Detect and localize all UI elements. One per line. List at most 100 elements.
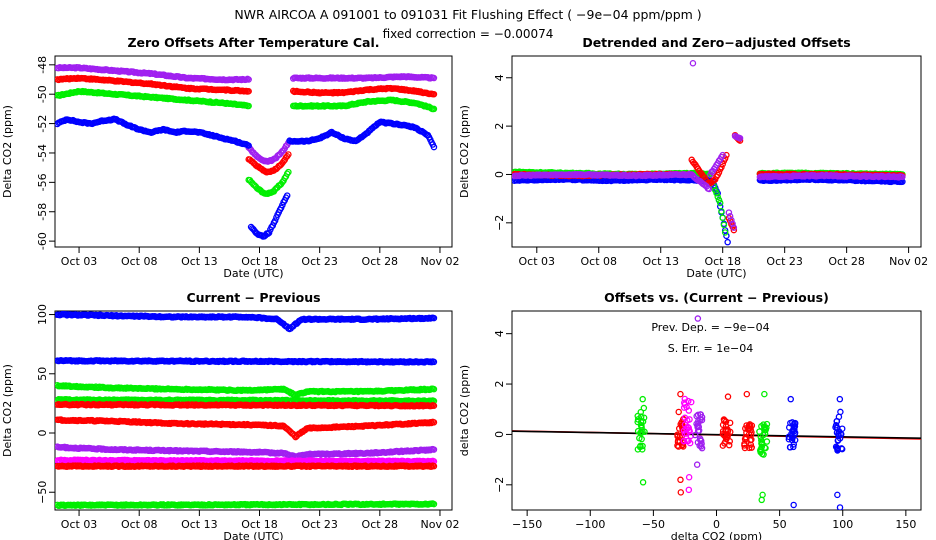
series-red-high	[55, 416, 438, 441]
plot-title: Zero Offsets After Temperature Cal.	[127, 35, 379, 50]
x-tick-label: Oct 03	[61, 518, 98, 531]
data-point	[736, 134, 744, 142]
data-point	[430, 90, 438, 98]
data-point	[271, 217, 279, 224]
series-red-mid	[55, 400, 438, 410]
y-axis-label: Delta CO2 (ppm)	[1, 105, 14, 198]
series-blue-high	[55, 311, 438, 333]
data-point	[430, 446, 438, 453]
x-tick-label: Oct 18	[241, 255, 278, 268]
data-point	[723, 232, 730, 240]
plot-marks	[55, 311, 438, 510]
y-tick-label: 0	[36, 430, 49, 437]
plot-marks	[55, 63, 438, 240]
y-tick-label: −50	[36, 481, 49, 504]
data-point	[430, 402, 438, 410]
data-point	[715, 169, 723, 176]
y-axis-label: Delta CO2 (ppm)	[1, 364, 14, 457]
y-tick-label: 2	[493, 123, 506, 130]
data-point	[245, 142, 252, 149]
x-tick-label: Nov 02	[420, 255, 459, 268]
y-axis-label: Delta CO2 (ppm)	[458, 105, 471, 198]
y-tick-label: 50	[36, 367, 49, 381]
y-tick-label: -48	[36, 56, 49, 74]
data-point	[724, 238, 731, 246]
plot-title: Current − Previous	[186, 290, 320, 305]
x-tick-label: Oct 28	[362, 518, 399, 531]
figure-title: NWR AIRCOA A 091001 to 091031 Fit Flushi…	[234, 7, 701, 22]
data-point	[728, 216, 735, 224]
data-point	[245, 88, 252, 95]
x-tick-label: Oct 08	[580, 255, 617, 268]
data-point	[718, 207, 725, 215]
x-tick-label: Oct 13	[181, 255, 218, 268]
series-green	[55, 87, 438, 197]
series-green-high	[55, 381, 438, 399]
data-point	[714, 193, 721, 201]
plot-title: Detrended and Zero−adjusted Offsets	[582, 35, 850, 50]
x-tick-label: Nov 02	[420, 518, 459, 531]
data-point	[721, 229, 729, 236]
data-point	[730, 224, 738, 231]
data-point	[705, 185, 713, 193]
data-point	[430, 105, 438, 113]
y-tick-label: 100	[36, 304, 49, 325]
data-point	[720, 221, 728, 229]
y-tick-label: -56	[36, 173, 49, 191]
x-axis-label: Date (UTC)	[686, 267, 746, 280]
series-red	[55, 74, 438, 176]
figure-subtitle: fixed correction = −0.00074	[383, 27, 554, 41]
series-purple	[55, 63, 438, 165]
plot-zero: Zero Offsets After Temperature Cal. Oct 0…	[1, 35, 459, 280]
data-point	[725, 209, 733, 216]
x-tick-label: Oct 13	[642, 255, 679, 268]
x-tick-label: Oct 23	[766, 255, 803, 268]
plot-frame	[54, 310, 453, 511]
data-point	[285, 151, 292, 158]
x-tick-label: Oct 08	[121, 255, 158, 268]
x-tick-label: Oct 13	[181, 518, 218, 531]
plot-current: Current − Previous Oct 03 Oct 08 Oct 13 Oct …	[1, 290, 459, 540]
plot-frame	[54, 55, 453, 248]
data-point	[245, 102, 252, 110]
y-tick-label: -52	[36, 115, 49, 133]
y-tick-label: 0	[493, 171, 506, 178]
y-tick-label: -54	[36, 144, 49, 162]
data-point	[430, 143, 438, 151]
x-tick-label: Oct 28	[362, 255, 399, 268]
data-point	[729, 220, 736, 228]
data-point	[715, 196, 723, 204]
data-point	[430, 419, 438, 426]
x-tick-label: Oct 18	[704, 255, 741, 268]
data-point	[283, 192, 291, 199]
y-tick-label: −2	[493, 215, 506, 231]
x-tick-label: Oct 03	[519, 255, 556, 268]
data-point	[899, 173, 906, 181]
data-point	[729, 223, 736, 230]
data-point	[726, 213, 734, 220]
y-tick-label: 4	[493, 74, 506, 81]
x-tick-label: Oct 18	[241, 518, 278, 531]
plot-grid: Zero Offsets After Temperature Cal. Oct 0…	[1, 35, 928, 540]
data-point	[430, 385, 438, 393]
data-point	[265, 229, 273, 237]
plot-marks	[512, 60, 906, 246]
data-point	[716, 199, 724, 207]
data-point	[713, 189, 720, 197]
series-blue	[55, 115, 438, 240]
series-purple-low	[55, 443, 438, 460]
series-blue-mid	[55, 357, 438, 366]
data-point	[430, 358, 438, 366]
data-point	[285, 168, 292, 176]
x-axis-label: Date (UTC)	[223, 530, 283, 540]
x-tick-label: Oct 08	[121, 518, 158, 531]
x-tick-label: Oct 03	[61, 255, 98, 268]
data-point	[730, 226, 738, 234]
x-tick-label: Nov 02	[889, 255, 928, 268]
plot-detrended: Detrended and Zero−adjusted Offsets Oct 0…	[458, 35, 928, 280]
data-point	[245, 76, 252, 83]
plot-frame	[511, 55, 922, 248]
data-point	[719, 214, 726, 222]
outlier-point	[689, 60, 697, 67]
